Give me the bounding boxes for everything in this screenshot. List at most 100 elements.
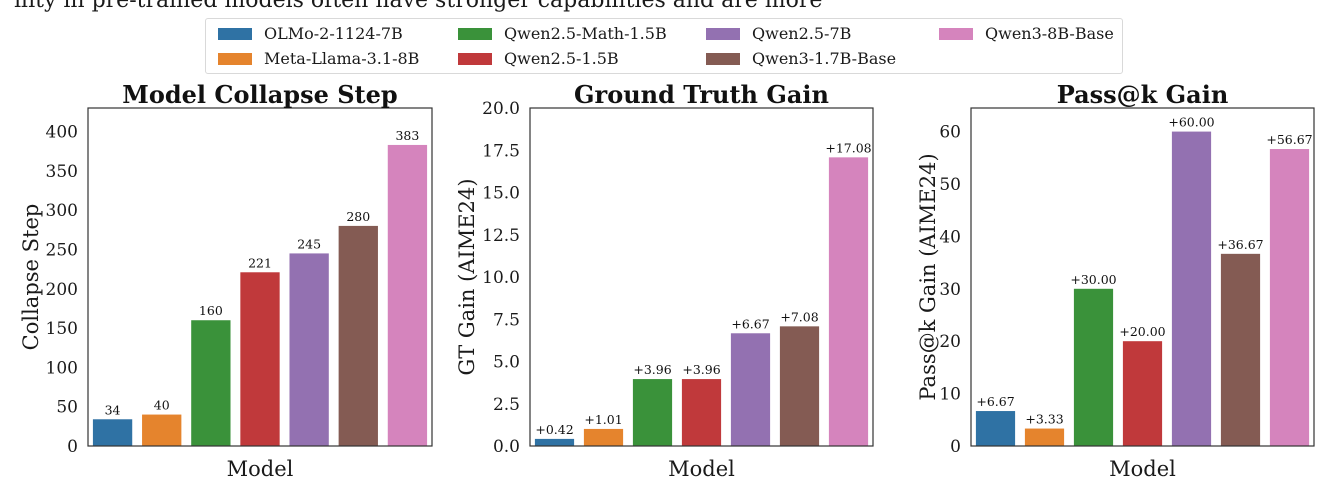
data-label: +6.67 — [976, 394, 1014, 409]
legend-swatch — [706, 27, 740, 40]
data-label: +3.33 — [1025, 412, 1063, 427]
legend-item: Qwen2.5-7B — [706, 24, 851, 43]
bar — [681, 379, 722, 446]
y-axis-label: Collapse Step — [19, 204, 43, 351]
legend-item: Qwen2.5-Math-1.5B — [458, 24, 667, 43]
bar — [1171, 131, 1212, 446]
y-tick-label: 40 — [939, 227, 961, 247]
bar — [534, 438, 575, 446]
data-label: +3.96 — [682, 362, 720, 377]
data-label: +6.67 — [731, 316, 769, 331]
legend-label: Meta-Llama-3.1-8B — [264, 49, 420, 68]
y-tick-label: 17.5 — [482, 141, 520, 161]
data-label: +60.00 — [1168, 115, 1214, 130]
data-label: 245 — [297, 236, 321, 251]
y-tick-label: 400 — [46, 123, 78, 143]
chart-title: Model Collapse Step — [122, 80, 397, 109]
data-label: +36.67 — [1217, 237, 1263, 252]
data-label: 34 — [105, 402, 121, 417]
data-label: +7.08 — [780, 309, 818, 324]
y-tick-label: 5.0 — [493, 353, 520, 373]
legend-label: Qwen2.5-Math-1.5B — [504, 24, 667, 43]
bar — [142, 414, 182, 446]
y-tick-label: 50 — [56, 398, 78, 418]
legend-item: Qwen2.5-1.5B — [458, 49, 619, 68]
legend-swatch — [458, 52, 492, 65]
legend-item: Qwen3-8B-Base — [939, 24, 1114, 43]
y-tick-label: 200 — [46, 280, 78, 300]
legend-label: Qwen2.5-7B — [752, 24, 852, 43]
data-label: +20.00 — [1119, 324, 1165, 339]
legend-swatch — [458, 27, 492, 40]
y-tick-label: 300 — [46, 201, 78, 221]
y-tick-label: 50 — [939, 175, 961, 195]
plot-frame — [970, 107, 1315, 447]
plot-frame — [87, 107, 433, 447]
y-tick-label: 0 — [950, 437, 961, 457]
y-tick-label: 250 — [46, 240, 78, 260]
data-label: +0.42 — [535, 422, 573, 437]
y-axis-label: GT Gain (AIME24) — [455, 178, 479, 375]
data-label: 280 — [346, 209, 370, 224]
legend-item: Qwen3-1.7B-Base — [706, 49, 896, 68]
bar — [387, 144, 428, 446]
y-tick-label: 12.5 — [482, 226, 520, 246]
bar — [632, 379, 673, 446]
y-tick-label: 60 — [939, 123, 961, 143]
y-tick-label: 15.0 — [482, 184, 520, 204]
y-tick-label: 10.0 — [482, 268, 520, 288]
bar — [191, 320, 231, 446]
clipped-body-text: ility in pre-trained models often have s… — [14, 0, 823, 13]
data-label: +30.00 — [1070, 272, 1116, 287]
bar — [975, 411, 1016, 446]
y-tick-label: 10 — [939, 385, 961, 405]
legend-swatch — [218, 52, 252, 65]
data-label: 160 — [199, 303, 223, 318]
y-tick-label: 0.0 — [493, 437, 520, 457]
y-tick-label: 7.5 — [493, 310, 520, 330]
legend-swatch — [706, 52, 740, 65]
y-axis-label: Pass@k Gain (AIME24) — [916, 153, 940, 400]
data-label: 40 — [154, 398, 170, 413]
legend-label: OLMo-2-1124-7B — [264, 24, 403, 43]
bar — [828, 157, 869, 446]
bar — [1122, 341, 1163, 446]
y-tick-label: 20 — [939, 332, 961, 352]
y-tick-label: 350 — [46, 162, 78, 182]
data-label: +56.67 — [1266, 132, 1312, 147]
chart-title: Pass@k Gain — [1057, 80, 1229, 109]
bar — [289, 253, 329, 446]
bar — [779, 326, 820, 446]
bar — [1220, 253, 1261, 446]
bar — [1073, 288, 1114, 446]
x-axis-label: Model — [1109, 457, 1176, 481]
data-label: +1.01 — [584, 412, 622, 427]
y-tick-label: 0 — [67, 437, 78, 457]
bar — [1024, 428, 1065, 446]
y-tick-label: 2.5 — [493, 395, 520, 415]
legend-swatch — [939, 27, 973, 40]
legend-label: Qwen3-8B-Base — [985, 24, 1114, 43]
y-tick-label: 20.0 — [482, 99, 520, 119]
bar — [240, 272, 280, 446]
legend-item: Meta-Llama-3.1-8B — [218, 49, 419, 68]
y-tick-label: 100 — [46, 358, 78, 378]
bar — [338, 225, 378, 446]
y-tick-label: 150 — [46, 319, 78, 339]
chart-title: Ground Truth Gain — [574, 80, 829, 109]
y-tick-label: 30 — [939, 280, 961, 300]
data-label: +17.08 — [825, 140, 871, 155]
bar — [92, 419, 133, 446]
data-label: 383 — [395, 128, 419, 143]
bar — [583, 428, 624, 446]
legend-label: Qwen2.5-1.5B — [504, 49, 619, 68]
data-label: +3.96 — [633, 362, 671, 377]
x-axis-label: Model — [668, 457, 735, 481]
legend-label: Qwen3-1.7B-Base — [752, 49, 897, 68]
bar — [1269, 149, 1310, 447]
legend: OLMo-2-1124-7B Meta-Llama-3.1-8B Qwen2.5-M… — [205, 18, 1123, 74]
legend-swatch — [218, 27, 252, 40]
legend-item: OLMo-2-1124-7B — [218, 24, 403, 43]
bar — [730, 333, 771, 446]
